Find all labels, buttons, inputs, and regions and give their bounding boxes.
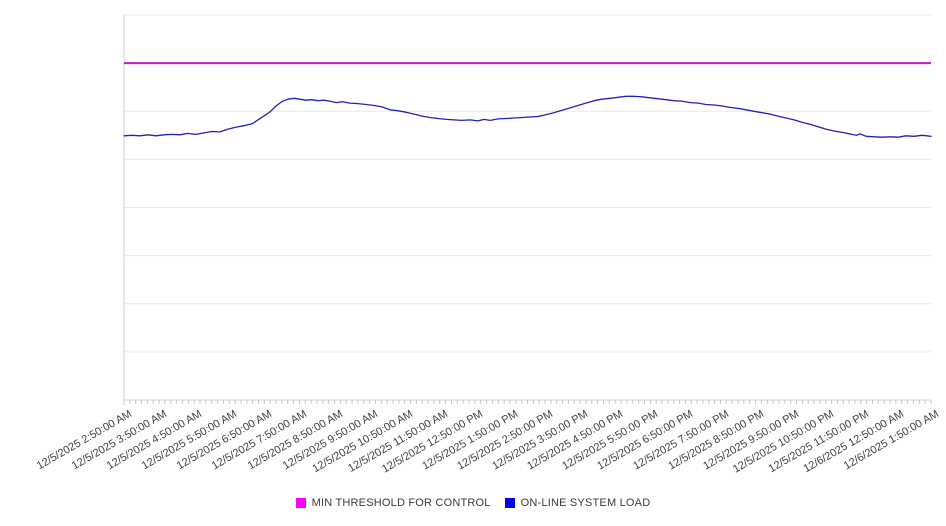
legend-item-min-threshold[interactable]: MIN THRESHOLD FOR CONTROL <box>295 497 491 509</box>
system-load-line <box>123 95 932 138</box>
legend-label-system-load: ON-LINE SYSTEM LOAD <box>520 497 651 509</box>
legend-label-min-threshold: MIN THRESHOLD FOR CONTROL <box>311 497 491 509</box>
legend: MIN THRESHOLD FOR CONTROL ON-LINE SYSTEM… <box>0 497 946 509</box>
system-load-swatch-icon <box>504 498 515 508</box>
chart-canvas <box>123 14 932 405</box>
min-threshold-swatch-icon <box>295 498 306 508</box>
legend-item-system-load[interactable]: ON-LINE SYSTEM LOAD <box>504 497 651 509</box>
